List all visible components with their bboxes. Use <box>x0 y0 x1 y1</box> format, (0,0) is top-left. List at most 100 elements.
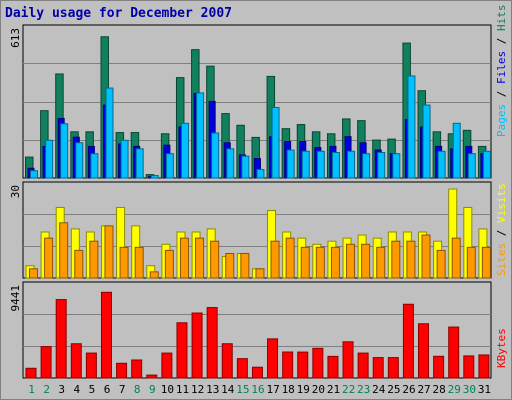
legend-part-0-0: Pages <box>495 104 508 137</box>
day-label-18: 18 <box>282 383 295 396</box>
kbytes-bar-1 <box>25 367 37 379</box>
kbytes-bar-14 <box>221 343 233 379</box>
kbytes-bar-3 <box>55 299 67 379</box>
day-label-5: 5 <box>89 383 96 396</box>
sites-bar-23 <box>361 243 371 279</box>
kbytes-bar-29 <box>448 326 460 379</box>
day-label-2: 2 <box>43 383 50 396</box>
pages-bar-16 <box>256 168 265 179</box>
pages-bar-3 <box>60 123 69 179</box>
sites-bar-19 <box>300 246 310 279</box>
sites-bar-22 <box>346 243 356 279</box>
sites-bar-28 <box>436 249 446 279</box>
sites-bar-6 <box>104 225 114 279</box>
legend-part-2-0: KBytes <box>495 328 508 368</box>
day-label-30: 30 <box>463 383 476 396</box>
legend-hits-files-pages: Pages / Files / Hits <box>495 5 508 138</box>
sites-bar-31 <box>481 246 491 279</box>
day-label-25: 25 <box>387 383 400 396</box>
pages-bar-10 <box>165 153 174 179</box>
pages-bar-6 <box>105 87 114 179</box>
kbytes-bar-30 <box>463 355 475 379</box>
legend-part-0-3: / <box>495 31 508 51</box>
kbytes-bar-10 <box>161 352 173 379</box>
day-label-7: 7 <box>119 383 126 396</box>
day-label-21: 21 <box>327 383 340 396</box>
pages-bar-14 <box>226 148 235 179</box>
pages-bar-11 <box>180 122 189 179</box>
max-label-visits-sites: 30 <box>9 185 22 198</box>
sites-bar-9 <box>149 271 159 279</box>
pages-bar-28 <box>437 150 446 179</box>
pages-bar-9 <box>150 175 159 179</box>
pages-bar-24 <box>377 151 386 179</box>
kbytes-bar-4 <box>70 343 82 379</box>
kbytes-bar-31 <box>478 354 490 379</box>
day-label-13: 13 <box>206 383 219 396</box>
pages-bar-4 <box>75 142 84 179</box>
day-label-23: 23 <box>357 383 370 396</box>
kbytes-bar-15 <box>236 358 248 379</box>
pages-bar-25 <box>392 153 401 179</box>
sites-bar-15 <box>240 252 250 279</box>
day-label-15: 15 <box>236 383 249 396</box>
sites-bar-8 <box>134 246 144 279</box>
sites-bar-27 <box>421 234 431 279</box>
pages-bar-18 <box>286 149 295 179</box>
pages-bar-5 <box>90 153 99 179</box>
pages-bar-15 <box>241 155 250 179</box>
kbytes-bar-22 <box>342 341 354 379</box>
sites-bar-10 <box>164 249 174 279</box>
pages-bar-27 <box>422 104 431 179</box>
legend-part-0-4: Hits <box>495 5 508 32</box>
day-label-1: 1 <box>28 383 35 396</box>
sites-bar-17 <box>270 240 280 279</box>
kbytes-bar-24 <box>372 357 384 379</box>
kbytes-bar-7 <box>116 362 128 379</box>
day-label-19: 19 <box>297 383 310 396</box>
kbytes-bar-25 <box>387 357 399 379</box>
day-label-16: 16 <box>251 383 264 396</box>
day-label-20: 20 <box>312 383 325 396</box>
sites-bar-4 <box>74 249 84 279</box>
day-label-11: 11 <box>176 383 189 396</box>
kbytes-bar-2 <box>40 346 52 379</box>
day-label-26: 26 <box>402 383 415 396</box>
kbytes-bar-9 <box>146 374 158 379</box>
pages-bar-21 <box>331 151 340 179</box>
day-label-14: 14 <box>221 383 235 396</box>
sites-bar-26 <box>406 240 416 279</box>
kbytes-bar-13 <box>206 307 218 379</box>
legend-part-1-2: Visits <box>495 183 508 223</box>
day-label-9: 9 <box>149 383 156 396</box>
legend-kbytes: KBytes <box>495 328 508 368</box>
sites-bar-21 <box>330 246 340 279</box>
kbytes-bar-23 <box>357 352 369 379</box>
day-label-12: 12 <box>191 383 204 396</box>
sites-bar-11 <box>179 237 189 279</box>
sites-bar-25 <box>391 240 401 279</box>
sites-bar-3 <box>59 222 69 279</box>
pages-bar-13 <box>211 132 220 179</box>
day-label-3: 3 <box>58 383 65 396</box>
sites-bar-30 <box>466 246 476 279</box>
pages-bar-31 <box>482 150 491 179</box>
sites-bar-7 <box>119 246 129 279</box>
day-label-17: 17 <box>266 383 279 396</box>
sites-bar-5 <box>89 240 99 279</box>
sites-bar-20 <box>315 246 325 279</box>
chart-title: Daily usage for December 2007 <box>5 6 232 21</box>
legend-part-0-1: / <box>495 84 508 104</box>
max-label-kbytes: 9441 <box>9 285 22 312</box>
kbytes-bar-19 <box>297 351 309 379</box>
legend-visits-sites: Sites / Visits <box>495 183 508 276</box>
max-label-hits-files-pages: 613 <box>9 28 22 48</box>
pages-bar-23 <box>362 153 371 179</box>
kbytes-bar-28 <box>433 355 445 379</box>
sites-bar-2 <box>44 237 54 279</box>
pages-bar-2 <box>45 139 54 179</box>
sites-bar-16 <box>255 268 265 279</box>
day-label-28: 28 <box>433 383 446 396</box>
sites-bar-24 <box>376 246 386 279</box>
